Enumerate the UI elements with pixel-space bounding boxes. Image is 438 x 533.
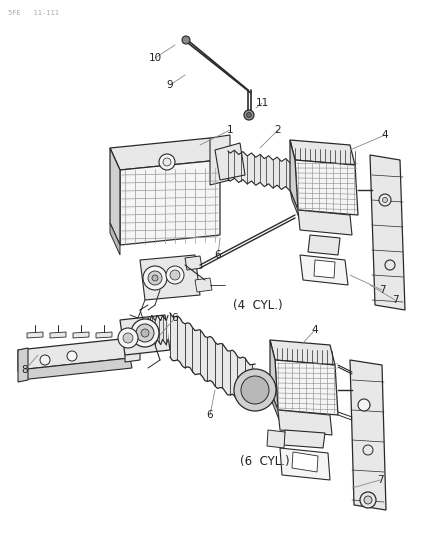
Text: 4: 4 [311, 325, 318, 335]
Polygon shape [194, 278, 212, 292]
Polygon shape [290, 140, 297, 210]
Polygon shape [299, 255, 347, 285]
Polygon shape [269, 390, 279, 422]
Polygon shape [110, 148, 120, 245]
Text: 7: 7 [391, 295, 397, 305]
Circle shape [240, 376, 268, 404]
Polygon shape [120, 160, 219, 245]
Circle shape [131, 319, 159, 347]
Polygon shape [297, 210, 351, 235]
Polygon shape [96, 332, 112, 338]
Polygon shape [277, 410, 331, 435]
Polygon shape [274, 360, 337, 415]
Polygon shape [279, 448, 329, 480]
Text: 5FE   11-111: 5FE 11-111 [8, 10, 59, 16]
Text: 6: 6 [206, 410, 213, 420]
Circle shape [118, 328, 138, 348]
Circle shape [152, 275, 158, 281]
Text: 1: 1 [226, 125, 233, 135]
Circle shape [359, 492, 375, 508]
Circle shape [123, 333, 133, 343]
Text: 8: 8 [21, 365, 28, 375]
Text: 7: 7 [378, 285, 385, 295]
Polygon shape [209, 135, 230, 185]
Polygon shape [140, 255, 200, 300]
Text: 4: 4 [381, 130, 388, 140]
Polygon shape [283, 430, 324, 448]
Circle shape [233, 369, 276, 411]
Text: 7: 7 [376, 475, 382, 485]
Polygon shape [110, 138, 219, 170]
Text: (6  CYL.): (6 CYL.) [240, 456, 289, 469]
Polygon shape [18, 358, 132, 380]
Polygon shape [125, 335, 140, 362]
Circle shape [381, 198, 387, 203]
Polygon shape [18, 338, 130, 370]
Text: (4  CYL.): (4 CYL.) [233, 298, 282, 311]
Polygon shape [73, 332, 89, 338]
Circle shape [384, 260, 394, 270]
Polygon shape [120, 315, 170, 355]
Polygon shape [290, 190, 299, 220]
Circle shape [136, 324, 154, 342]
Polygon shape [291, 452, 317, 472]
Polygon shape [369, 155, 404, 310]
Polygon shape [349, 360, 385, 510]
Circle shape [159, 154, 175, 170]
Circle shape [362, 445, 372, 455]
Polygon shape [269, 340, 334, 365]
Polygon shape [184, 256, 201, 270]
Polygon shape [290, 140, 354, 165]
Polygon shape [50, 332, 66, 338]
Polygon shape [307, 235, 339, 255]
Circle shape [162, 158, 171, 166]
Text: 11: 11 [255, 98, 268, 108]
Polygon shape [215, 143, 244, 180]
Text: 9: 9 [166, 80, 173, 90]
Text: 6: 6 [171, 313, 178, 323]
Circle shape [378, 194, 390, 206]
Circle shape [67, 351, 77, 361]
Polygon shape [18, 348, 28, 382]
Circle shape [246, 112, 251, 117]
Circle shape [40, 355, 50, 365]
Circle shape [244, 110, 254, 120]
Text: 10: 10 [148, 53, 161, 63]
Circle shape [357, 399, 369, 411]
Circle shape [363, 496, 371, 504]
Polygon shape [27, 332, 43, 338]
Circle shape [141, 329, 148, 337]
Circle shape [148, 271, 162, 285]
Text: 2: 2 [274, 125, 281, 135]
Polygon shape [110, 223, 120, 255]
Circle shape [182, 36, 190, 44]
Polygon shape [269, 340, 277, 410]
Circle shape [143, 266, 166, 290]
Polygon shape [313, 260, 334, 278]
Polygon shape [266, 430, 284, 448]
Circle shape [166, 266, 184, 284]
Text: 6: 6 [214, 250, 221, 260]
Circle shape [170, 270, 180, 280]
Polygon shape [294, 160, 357, 215]
